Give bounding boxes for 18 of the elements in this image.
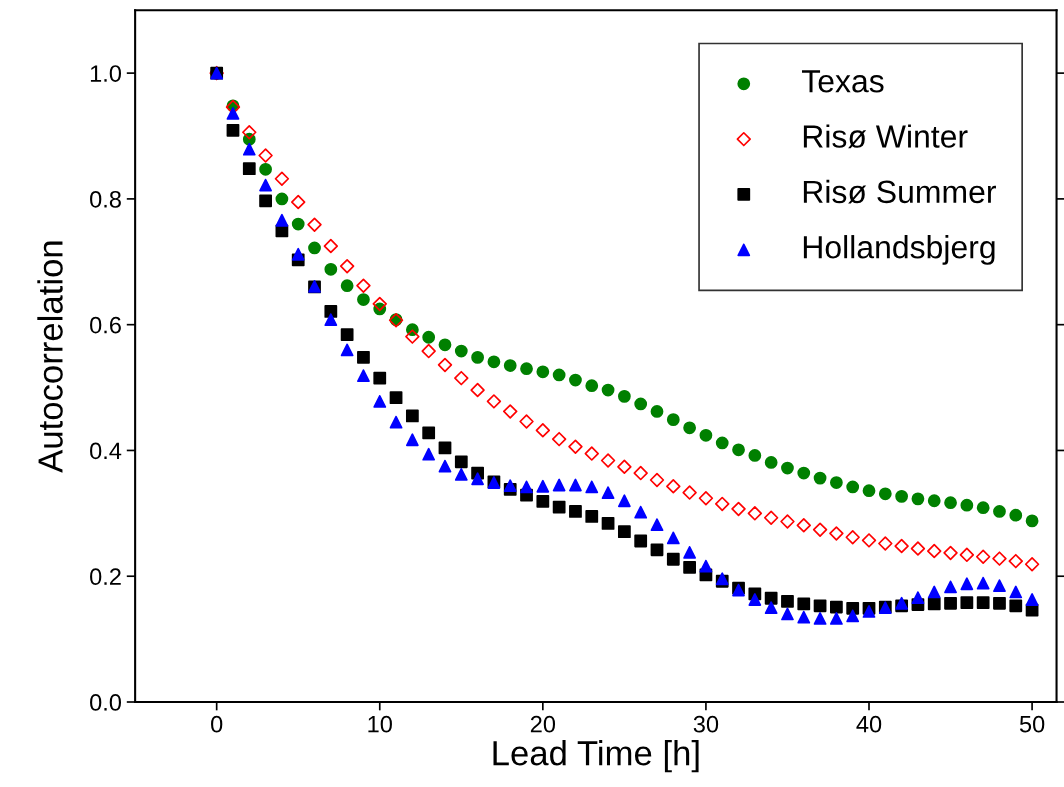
x-tick-label: 20 [530,715,556,733]
y-axis-title: Autocorrelation [37,241,63,473]
x-tick-label: 30 [693,715,719,733]
y-tick-label: 1.0 [90,65,122,82]
legend-label: Risø Winter [803,124,968,149]
legend-label: Texas [801,70,884,93]
x-tick-label: 50 [1019,715,1045,733]
x-tick-label: 40 [856,715,882,733]
legend-label: Risø Summer [803,179,996,204]
legend-label: Hollandsbjerg [803,235,995,265]
y-tick-label: 0.8 [90,190,121,208]
y-tick-label: 0.2 [90,568,121,586]
y-tick-label: 0.6 [90,316,121,334]
y-tick-label: 0.4 [90,442,122,460]
x-tick-label: 10 [368,715,392,733]
x-tick-label: 0 [211,715,223,733]
y-tick-label: 0.0 [90,694,122,711]
x-axis-title: Lead Time [h] [493,739,699,773]
